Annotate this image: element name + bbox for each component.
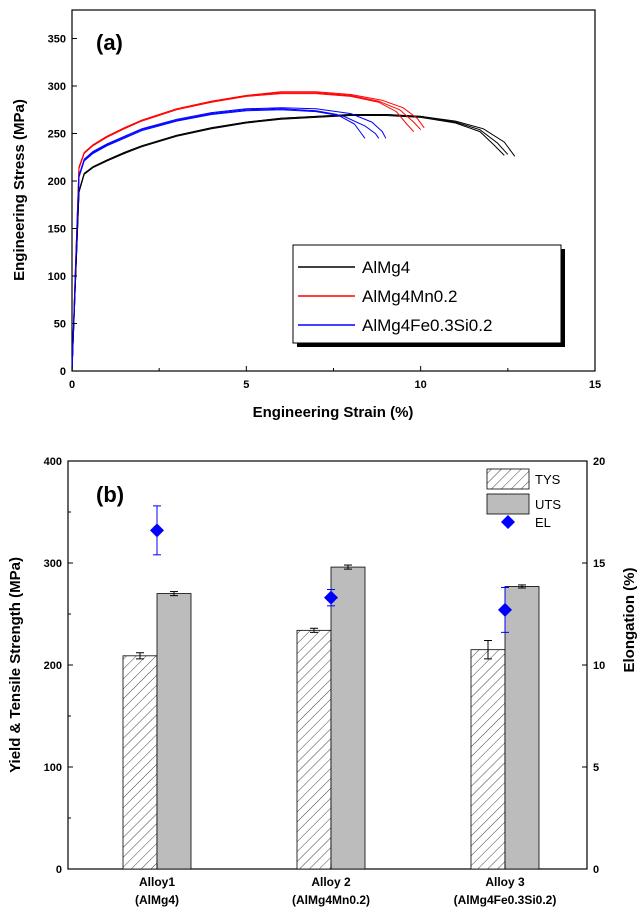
legend-swatch-el — [501, 515, 515, 529]
y-axis-title-a: Engineering Stress (MPa) — [11, 99, 28, 281]
bar-uts — [330, 566, 366, 870]
y-tick-label-a: 300 — [48, 81, 66, 93]
point-el — [324, 590, 338, 605]
category-label-line2: (AlMg4) — [135, 893, 179, 907]
category-label-line1: Alloy1 — [139, 875, 175, 889]
bar-tys — [296, 629, 332, 870]
legend-label-almg4: AlMg4 — [362, 258, 410, 277]
legend-box-a — [292, 244, 562, 344]
curve-1-2 — [71, 91, 425, 372]
ticks-b: 0 100 200 300 400 0 5 10 15 20 Alloy1 (AlMg4) Alloy … — [44, 456, 606, 907]
y2-tick-label-b: 20 — [593, 456, 605, 468]
y-tick-label-a: 0 — [60, 366, 66, 378]
curve-0-2 — [71, 114, 516, 372]
panel-label-b: (b) — [96, 482, 124, 507]
x-tick-label-a: 5 — [243, 379, 249, 391]
x-axis-title-a: Engineering Strain (%) — [253, 404, 414, 421]
y2-axis-title-b: Elongation (%) — [621, 568, 638, 673]
curve-2-1 — [71, 109, 380, 372]
y-tick-label-b: 300 — [44, 558, 62, 570]
bar-uts — [504, 586, 540, 870]
y2-tick-label-b: 5 — [593, 762, 599, 774]
y-axis-title-b: Yield & Tensile Strength (MPa) — [7, 557, 24, 773]
y2-tick-label-b: 0 — [593, 864, 599, 876]
y2-tick-label-b: 10 — [593, 660, 605, 672]
y-tick-label-b: 200 — [44, 660, 62, 672]
y-tick-label-a: 150 — [48, 224, 66, 236]
y-tick-label-a: 250 — [48, 129, 66, 141]
panel-label-a: (a) — [96, 30, 123, 55]
curve-2-2 — [71, 107, 387, 372]
y-tick-label-a: 50 — [54, 319, 66, 331]
x-tick-label-a: 15 — [589, 379, 601, 391]
category-label-line2: (AlMg4Fe0.3Si0.2) — [454, 893, 557, 907]
y-tick-label-b: 100 — [44, 762, 62, 774]
category-label-line1: Alloy 3 — [485, 875, 525, 889]
legend-swatch-uts — [486, 493, 530, 515]
legend-label-tys: TYS — [535, 472, 561, 487]
lines-a — [71, 91, 516, 372]
legend-b: TYS UTS EL — [486, 468, 561, 530]
chart-b: 0 100 200 300 400 0 5 10 15 20 Alloy1 (AlMg4) Alloy … — [7, 456, 638, 907]
point-el — [150, 523, 164, 538]
legend-a: AlMg4 AlMg4Mn0.2 AlMg4Fe0.3Si0.2 — [292, 244, 565, 347]
legend-swatch-tys — [486, 468, 530, 490]
y-tick-label-b: 400 — [44, 456, 62, 468]
x-tick-label-a: 10 — [415, 379, 427, 391]
legend-label-uts: UTS — [535, 497, 561, 512]
bar-tys — [470, 649, 506, 870]
category-label-line1: Alloy 2 — [311, 875, 351, 889]
legend-label-almg4mn: AlMg4Mn0.2 — [362, 287, 457, 306]
curve-0-1 — [71, 115, 505, 372]
legend-label-almg4fesi: AlMg4Fe0.3Si0.2 — [362, 316, 492, 335]
bar-tys — [122, 655, 158, 870]
bars-b — [122, 505, 540, 870]
y-tick-label-a: 100 — [48, 271, 66, 283]
bar-uts — [156, 593, 192, 870]
x-tick-label-a: 0 — [69, 379, 75, 391]
category-label-line2: (AlMg4Mn0.2) — [292, 893, 370, 907]
y-tick-label-a: 350 — [48, 34, 66, 46]
y-tick-label-b: 0 — [56, 864, 62, 876]
y-tick-label-a: 200 — [48, 176, 66, 188]
point-el — [498, 602, 512, 617]
y2-tick-label-b: 15 — [593, 558, 605, 570]
legend-label-el: EL — [535, 515, 551, 530]
